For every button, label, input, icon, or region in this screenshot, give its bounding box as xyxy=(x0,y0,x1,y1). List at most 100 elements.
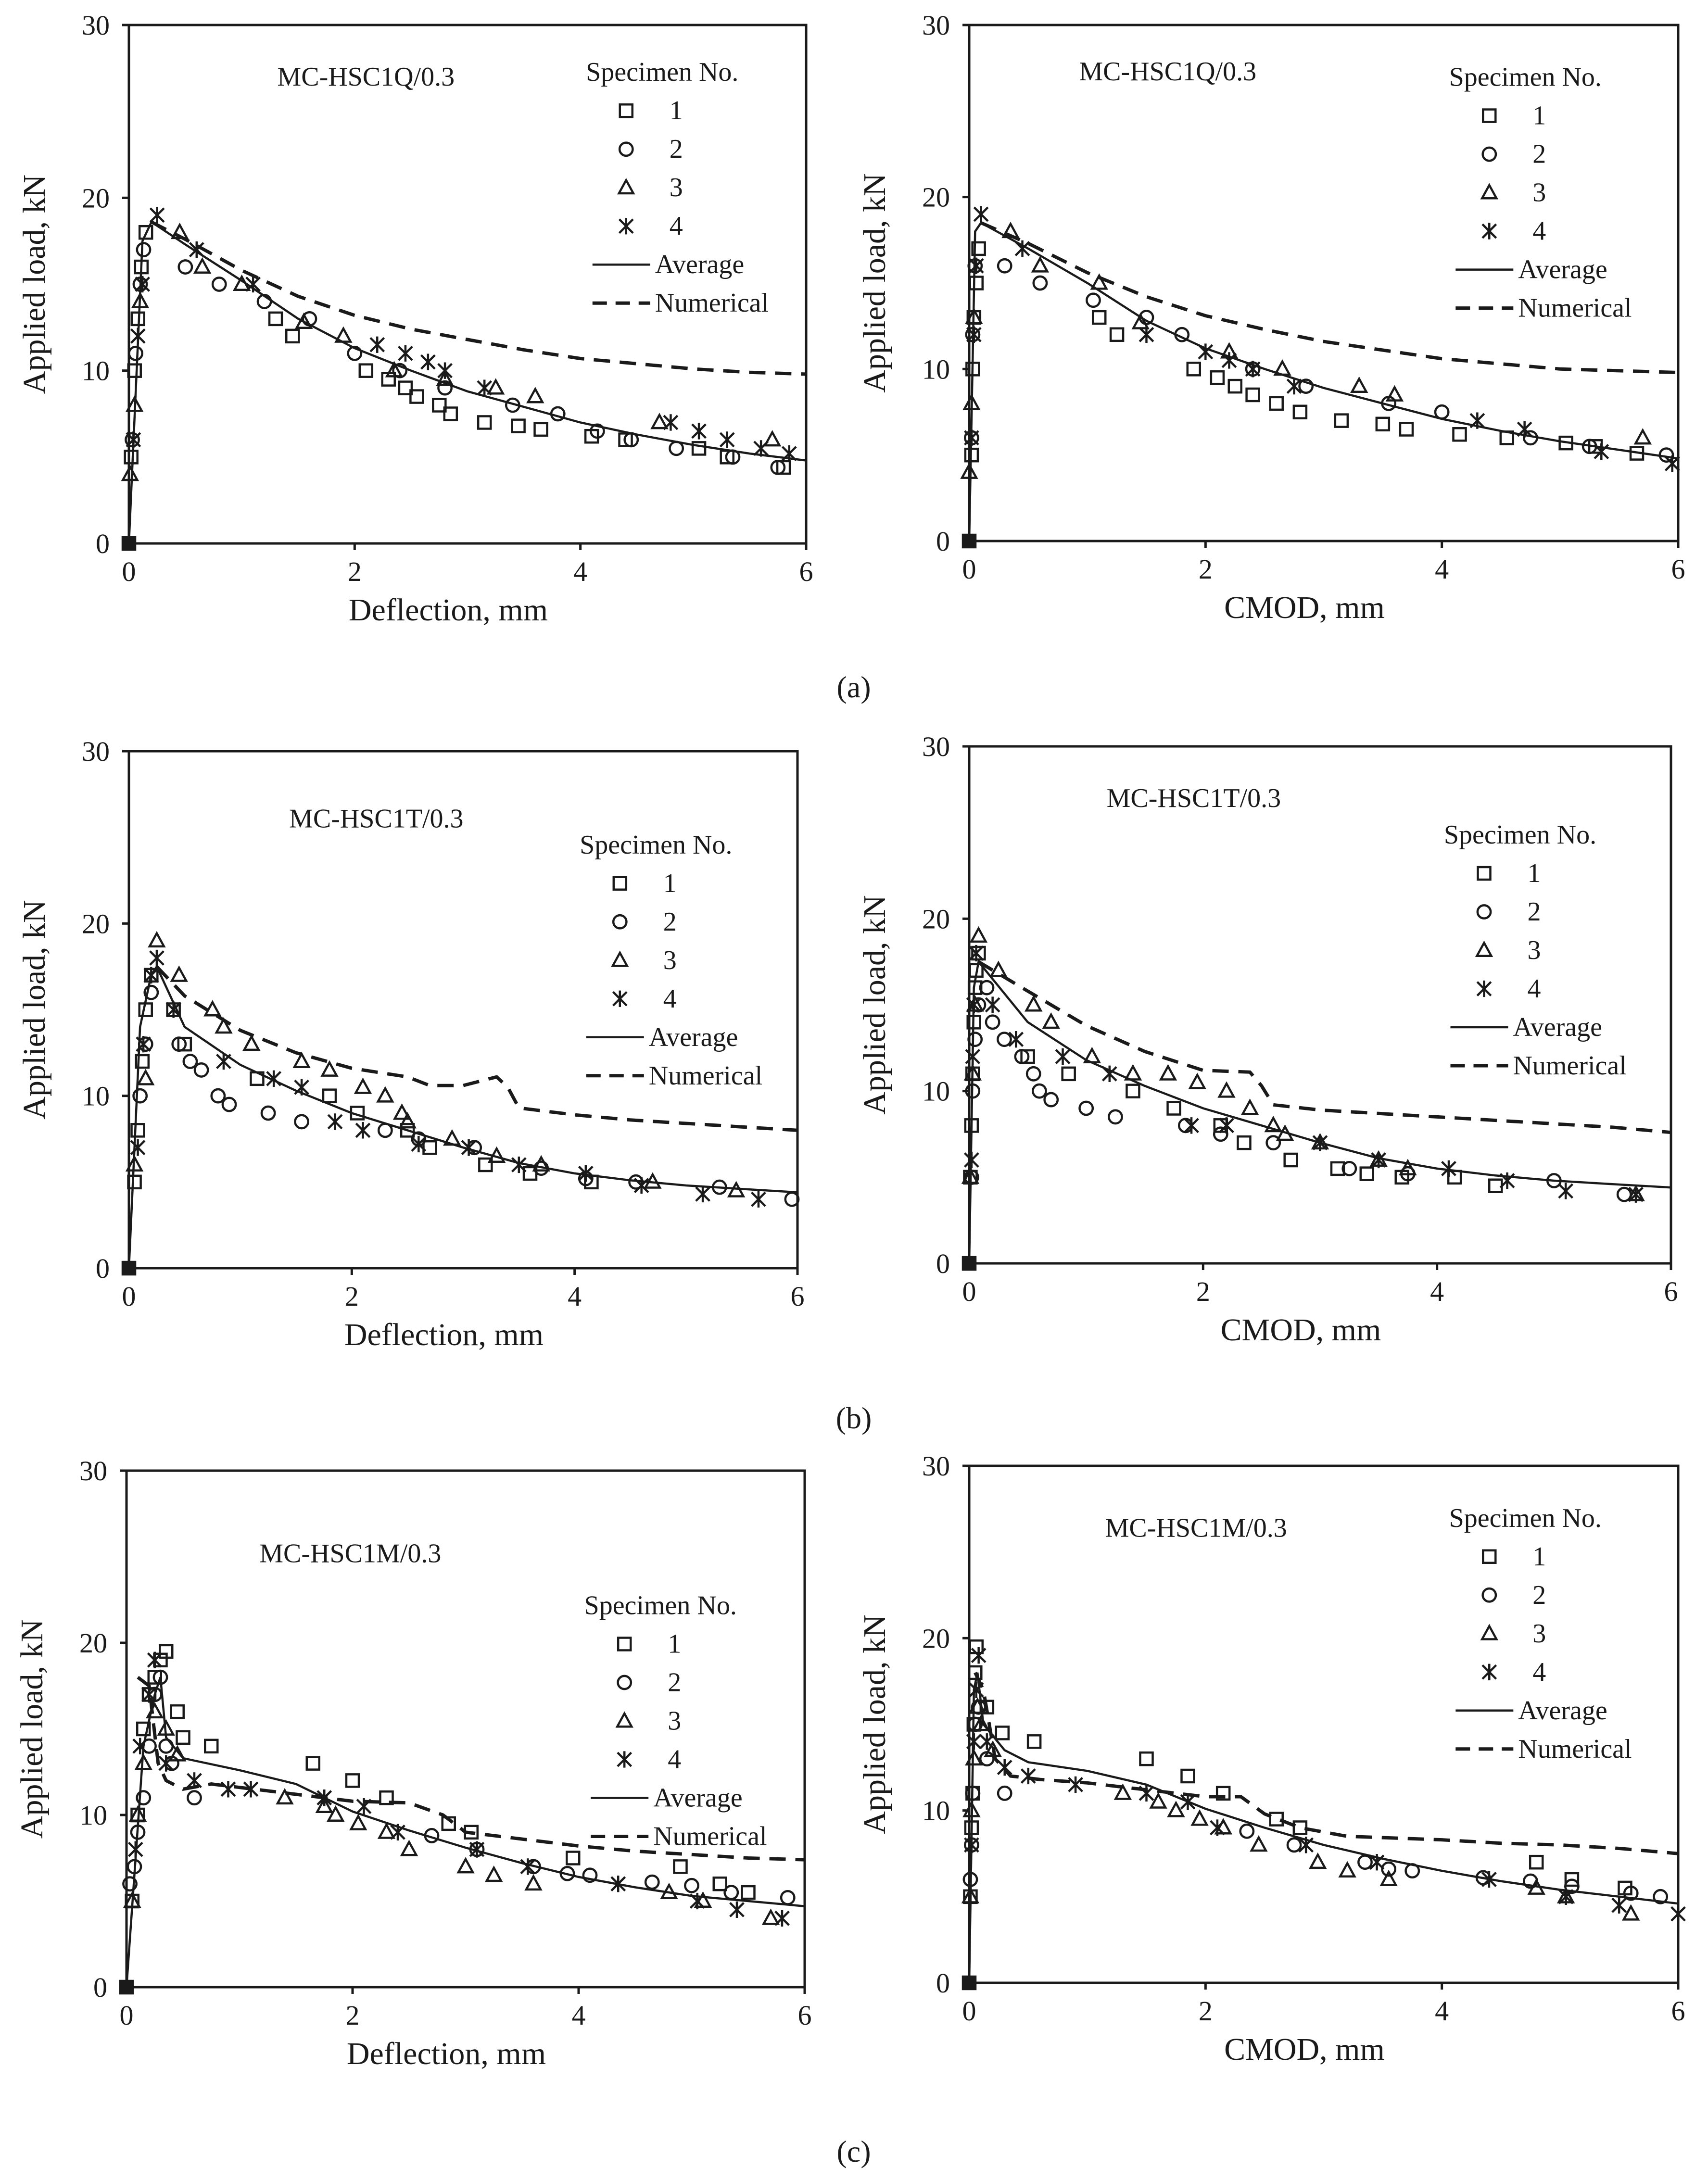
legend-marker-2 xyxy=(612,914,628,930)
data-point-specimen-2 xyxy=(784,1191,800,1207)
origin-point xyxy=(123,1262,135,1274)
data-point-specimen-1 xyxy=(1292,404,1308,419)
data-point-specimen-2 xyxy=(505,397,520,413)
data-point-specimen-4 xyxy=(1139,1785,1154,1802)
data-point-specimen-1 xyxy=(134,259,149,275)
x-tick-label: 0 xyxy=(962,1995,976,2027)
origin-point xyxy=(963,1977,975,1989)
data-point-specimen-2 xyxy=(152,1669,168,1685)
legend-marker-1 xyxy=(617,1637,632,1651)
data-point-specimen-2 xyxy=(780,1890,796,1905)
data-point-specimen-2 xyxy=(965,1083,981,1099)
data-point-specimen-2 xyxy=(127,1859,142,1875)
data-point-specimen-2 xyxy=(985,1014,1000,1030)
x-axis-label: Deflection, mm xyxy=(349,592,548,628)
origin-point xyxy=(120,1981,133,1993)
legend-label: Numerical xyxy=(655,288,769,318)
data-point-specimen-4 xyxy=(971,1647,987,1664)
data-point-specimen-2 xyxy=(128,345,143,361)
data-point-specimen-1 xyxy=(1269,1812,1284,1827)
data-point-specimen-3 xyxy=(1264,1116,1282,1133)
data-point-specimen-3 xyxy=(377,1822,396,1839)
data-point-specimen-1 xyxy=(673,1859,688,1874)
data-point-specimen-2 xyxy=(997,258,1012,274)
data-point-specimen-2 xyxy=(1239,1823,1255,1839)
legend-label: 4 xyxy=(1532,216,1546,246)
data-point-specimen-1 xyxy=(1227,378,1242,394)
data-point-specimen-3 xyxy=(1001,221,1020,239)
chart-title: MC-HSC1T/0.3 xyxy=(1107,783,1281,813)
data-point-specimen-2 xyxy=(294,1114,309,1130)
data-point-specimen-3 xyxy=(763,430,782,447)
y-tick-label: 20 xyxy=(79,1627,107,1659)
data-point-specimen-3 xyxy=(1276,1124,1294,1141)
data-point-specimen-3 xyxy=(1159,1064,1177,1081)
data-point-specimen-1 xyxy=(1529,1854,1544,1870)
data-point-specimen-3 xyxy=(1240,1098,1259,1115)
legend-label: 1 xyxy=(663,869,677,898)
data-point-specimen-2 xyxy=(684,1878,699,1893)
data-point-specimen-4 xyxy=(1558,1183,1574,1199)
data-point-specimen-1 xyxy=(1020,1049,1035,1064)
y-tick-label: 0 xyxy=(936,1967,950,1999)
data-point-specimen-1 xyxy=(268,311,283,327)
legend-marker-1 xyxy=(612,876,628,891)
y-tick-label: 30 xyxy=(922,10,950,41)
x-tick-label: 4 xyxy=(568,1281,582,1312)
data-point-specimen-1 xyxy=(566,1851,581,1865)
data-point-specimen-2 xyxy=(1404,1863,1420,1878)
data-point-specimen-3 xyxy=(968,1697,987,1714)
data-point-specimen-2 xyxy=(1086,292,1101,308)
legend-marker-3 xyxy=(617,177,635,195)
data-point-specimen-4 xyxy=(1441,1160,1456,1177)
data-point-specimen-2 xyxy=(132,1088,148,1104)
data-point-specimen-3 xyxy=(170,222,189,239)
data-point-specimen-1 xyxy=(170,1704,185,1719)
data-point-specimen-3 xyxy=(456,1857,475,1874)
series-line-numerical xyxy=(980,221,1679,374)
data-point-specimen-1 xyxy=(127,363,142,378)
data-point-specimen-3 xyxy=(486,378,505,395)
data-point-specimen-3 xyxy=(1031,256,1050,273)
y-tick-label: 30 xyxy=(79,1455,107,1487)
data-point-specimen-3 xyxy=(443,1129,461,1146)
data-point-specimen-2 xyxy=(347,345,363,361)
data-point-specimen-2 xyxy=(965,1785,981,1801)
data-point-specimen-3 xyxy=(385,361,404,378)
data-point-specimen-3 xyxy=(1527,1878,1545,1895)
y-tick-label: 10 xyxy=(82,355,110,387)
data-point-specimen-4 xyxy=(963,1151,979,1169)
legend-label: 3 xyxy=(1532,178,1546,208)
data-point-specimen-1 xyxy=(533,422,548,437)
y-axis-label: Applied load, kN xyxy=(857,1614,892,1834)
data-point-specimen-4 xyxy=(966,326,982,343)
data-point-specimen-2 xyxy=(211,277,227,292)
legend-label: 2 xyxy=(670,134,683,164)
y-tick-label: 30 xyxy=(922,1450,950,1482)
data-point-specimen-1 xyxy=(618,432,633,447)
data-point-specimen-2 xyxy=(1025,1066,1041,1082)
data-point-specimen-1 xyxy=(964,1118,979,1133)
data-point-specimen-4 xyxy=(1180,1793,1196,1810)
legend-label: Numerical xyxy=(1518,1734,1632,1764)
data-point-specimen-1 xyxy=(432,398,447,413)
x-tick-label: 0 xyxy=(122,556,136,587)
x-tick-label: 4 xyxy=(1435,1995,1449,2027)
data-point-specimen-1 xyxy=(971,241,986,256)
data-point-specimen-3 xyxy=(349,1814,367,1830)
data-point-specimen-4 xyxy=(130,1139,146,1156)
data-point-specimen-3 xyxy=(984,1740,1002,1757)
legend-label: Numerical xyxy=(653,1822,767,1852)
plot-frame xyxy=(125,1469,806,1989)
y-tick-label: 0 xyxy=(96,528,110,559)
data-point-specimen-4 xyxy=(141,1686,157,1703)
data-point-specimen-4 xyxy=(136,1036,152,1053)
data-point-specimen-1 xyxy=(1245,387,1260,403)
legend-label: 2 xyxy=(1527,897,1541,927)
data-point-specimen-1 xyxy=(1215,1786,1231,1801)
data-point-specimen-4 xyxy=(245,276,261,293)
data-point-specimen-4 xyxy=(1055,1048,1071,1065)
data-point-specimen-1 xyxy=(159,1644,174,1659)
data-point-specimen-2 xyxy=(424,1828,440,1843)
